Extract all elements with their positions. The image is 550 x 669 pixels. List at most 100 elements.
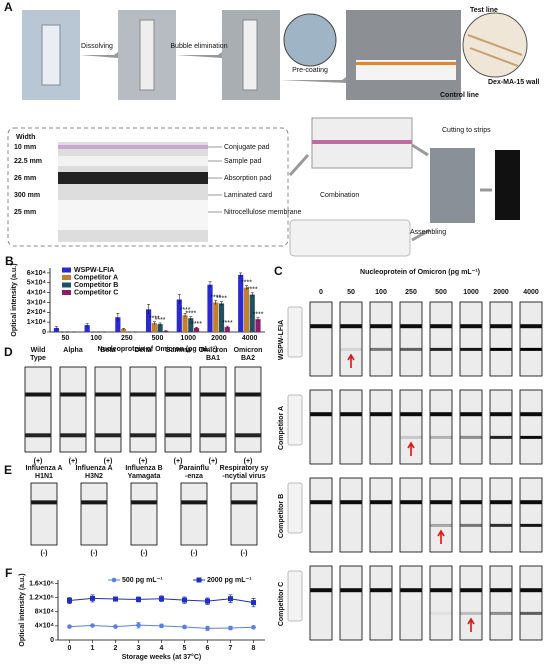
strip-band	[520, 347, 542, 351]
error-bar	[214, 300, 218, 305]
strip-band	[400, 435, 422, 439]
strip-band	[165, 433, 191, 438]
layer-size: 300 mm	[14, 192, 40, 199]
strip	[399, 301, 423, 377]
x-tick-label: 1000	[180, 335, 196, 342]
bar	[182, 315, 188, 332]
strain-name: Type	[30, 355, 46, 362]
strip-band	[310, 324, 332, 329]
virus-name: Influenza A	[75, 465, 112, 472]
point	[251, 624, 256, 630]
cassette	[287, 306, 303, 358]
bar	[84, 325, 90, 332]
x-tick-label: 4000	[242, 335, 258, 342]
virus-name: -enza	[185, 473, 203, 480]
strain-name: Delta	[134, 347, 151, 354]
strip-band	[460, 523, 482, 527]
bar	[157, 324, 163, 332]
legend-label: WSPW-LFIA	[74, 267, 114, 274]
strain-name: Wild	[31, 347, 46, 354]
strip-band	[401, 524, 422, 527]
error-bar	[152, 321, 156, 325]
bar	[218, 303, 225, 332]
strip-band	[310, 588, 332, 593]
strip-band	[371, 524, 392, 527]
panel-label: F	[5, 566, 12, 580]
strip-band	[460, 588, 482, 593]
significance: ****	[155, 317, 166, 324]
strip	[489, 301, 513, 377]
x-tick-label: 3	[137, 645, 141, 652]
concentration: 100	[375, 289, 387, 296]
strip-band	[400, 412, 422, 417]
strip-band	[310, 412, 332, 417]
panel-a-photos	[22, 10, 528, 100]
layer-name: Laminated card	[224, 192, 272, 199]
virus-name: Parainflu	[179, 465, 209, 472]
strip	[130, 482, 158, 546]
strip-band	[520, 523, 542, 527]
strip-band	[400, 324, 422, 329]
strain-name: BA2	[241, 355, 255, 362]
strip	[399, 389, 423, 465]
strip-band	[370, 324, 392, 329]
panel-title: Nucleoprotein of Omicron (pg mL⁻¹)	[360, 269, 480, 276]
strip-band	[165, 392, 191, 397]
bar	[255, 319, 261, 332]
strip	[489, 477, 513, 553]
x-tick-label: 6	[206, 645, 210, 652]
error-bar	[220, 301, 224, 306]
error-bar	[177, 294, 181, 305]
point	[251, 600, 256, 606]
error-bar	[244, 285, 248, 290]
y-tick-label: 3×10⁴	[27, 299, 47, 306]
virus-name: H3N2	[85, 473, 103, 480]
x-tick-label: 1	[91, 645, 95, 652]
point	[67, 624, 72, 629]
flow-label: Cutting to strips	[442, 127, 491, 134]
strip-band	[311, 436, 332, 439]
strip-band	[460, 611, 482, 615]
strip	[309, 477, 333, 553]
strip-band	[370, 347, 392, 351]
panel-label: C	[274, 264, 283, 278]
strip-band	[81, 500, 107, 505]
error-bar	[54, 326, 58, 330]
y-axis-label: Optical intensity (a.u.)	[11, 263, 18, 336]
x-tick-label: 0	[68, 645, 72, 652]
strip-band	[311, 612, 332, 615]
strip	[369, 565, 393, 641]
significance: ****	[210, 294, 221, 301]
strip	[30, 482, 58, 546]
strain-name: Beta	[100, 347, 115, 354]
bar	[53, 328, 60, 332]
strain-name: Alpha	[63, 347, 83, 354]
point	[90, 595, 95, 601]
concentration: 1000	[463, 289, 479, 296]
virus-name: Yamagata	[128, 473, 161, 480]
bar	[213, 302, 219, 332]
strip-band	[25, 433, 51, 438]
strip	[59, 366, 87, 453]
legend-swatch	[62, 275, 71, 280]
error-bar	[250, 292, 254, 297]
strip-band	[400, 588, 422, 593]
strip-band	[340, 347, 362, 351]
bar	[151, 323, 157, 332]
strain-result: (+)	[209, 458, 218, 465]
legend-marker	[196, 577, 202, 583]
x-axis-label: Storage weeks (at 37°C)	[122, 653, 201, 661]
bar	[188, 318, 194, 332]
y-tick-label: 0	[42, 329, 46, 336]
x-tick-label: 4	[160, 645, 164, 652]
panel-label: A	[4, 0, 13, 14]
strip-band	[490, 412, 512, 417]
concentration: 500	[435, 289, 447, 296]
layer-size: 22.5 mm	[14, 158, 42, 165]
bar	[176, 299, 182, 332]
y-tick-label: 8×10⁴	[35, 609, 55, 616]
strip	[339, 565, 363, 641]
strip-band	[430, 500, 452, 505]
point	[228, 625, 233, 631]
virus-name: Influenza A	[25, 465, 62, 472]
